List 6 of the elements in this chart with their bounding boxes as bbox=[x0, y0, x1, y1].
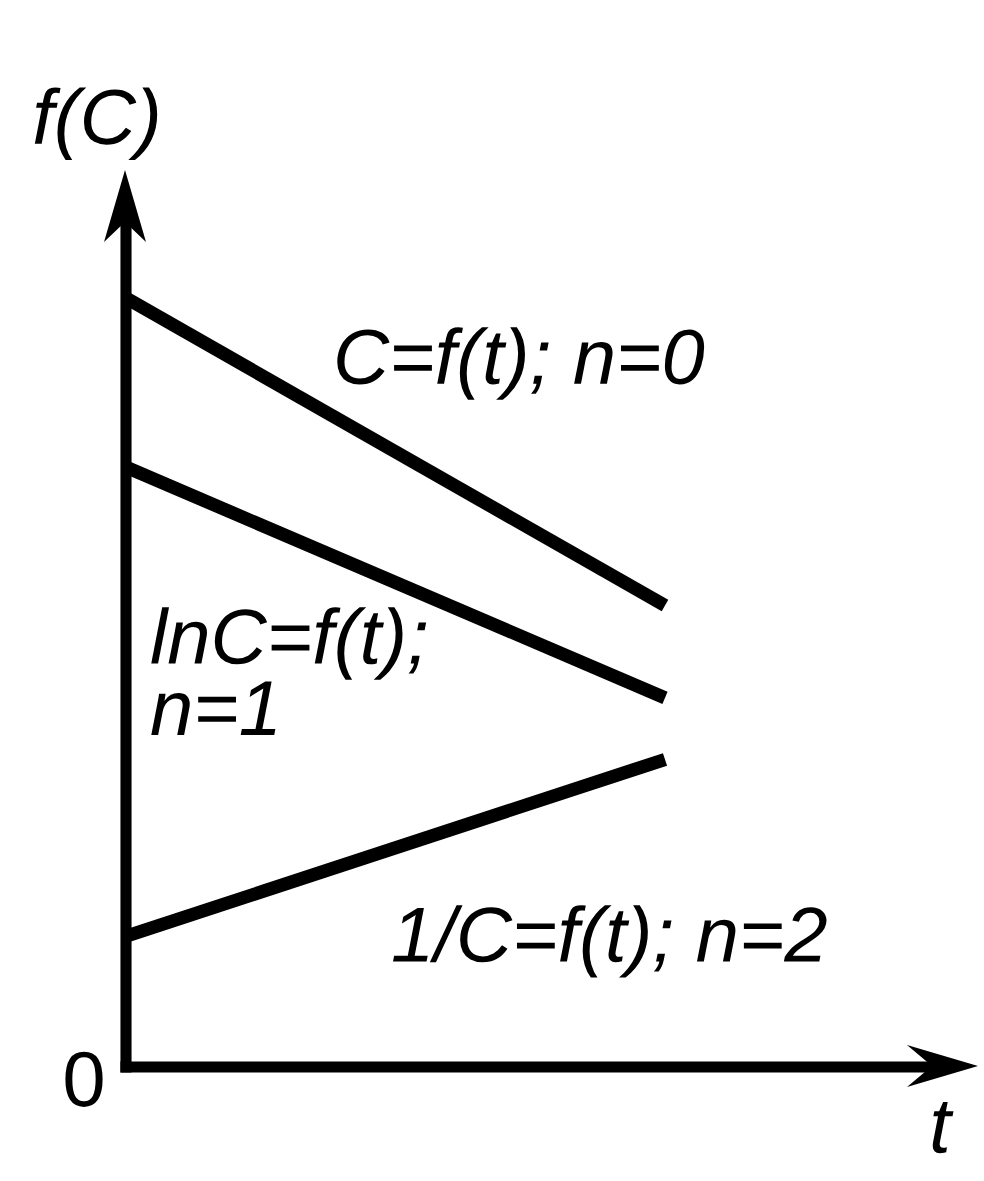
series-label: 1/C=f(t); n=2 bbox=[393, 905, 827, 978]
series-label: lnC=f(t); n=1 bbox=[151, 607, 427, 735]
series-label: C=f(t); n=0 bbox=[337, 327, 705, 400]
x-axis-title: t bbox=[932, 1102, 954, 1154]
text: 0 bbox=[65, 1051, 103, 1107]
y-axis-title: f(C) bbox=[34, 87, 158, 160]
